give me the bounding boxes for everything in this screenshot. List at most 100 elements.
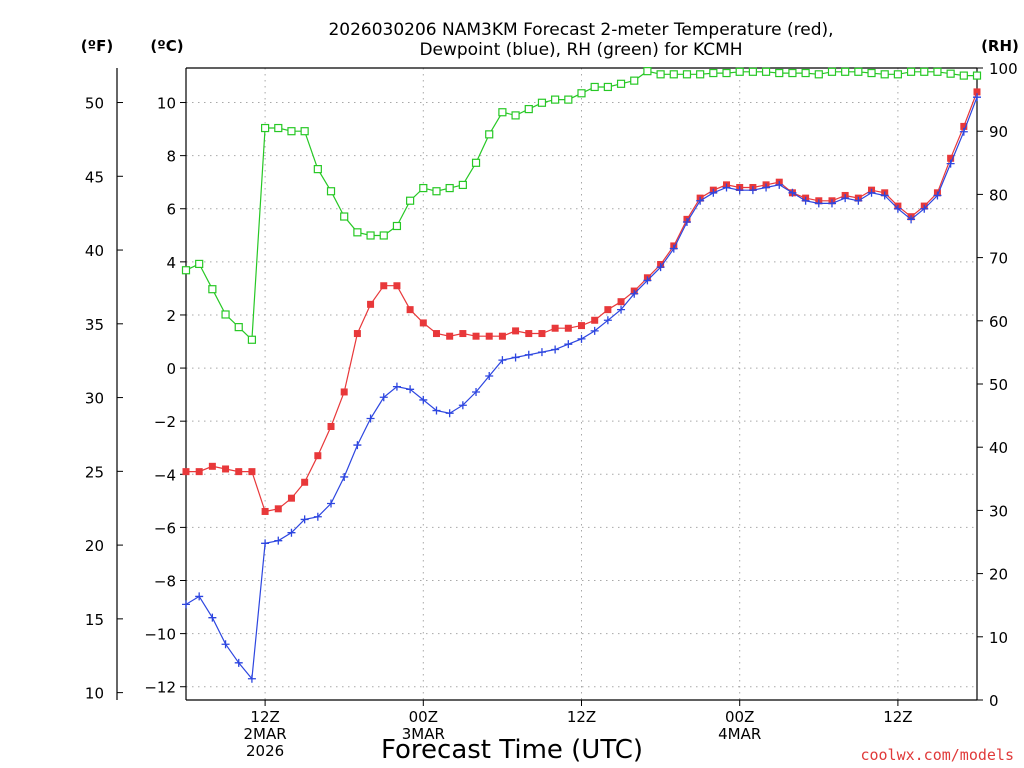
temperature-point bbox=[287, 494, 295, 502]
temperature-point bbox=[432, 330, 440, 338]
dewpoint-point bbox=[511, 353, 520, 362]
dewpoint-point bbox=[524, 350, 533, 359]
rh-point bbox=[722, 68, 731, 78]
dewpoint-point bbox=[300, 515, 309, 524]
dewpoint-point bbox=[221, 640, 230, 649]
dewpoint-point bbox=[366, 414, 375, 423]
dewpoint-point bbox=[406, 385, 415, 394]
temperature-point bbox=[353, 330, 361, 338]
celsius-tick-label: −8 bbox=[154, 573, 176, 591]
temperature-point bbox=[248, 468, 256, 476]
rh-point bbox=[959, 71, 968, 80]
dewpoint-point bbox=[748, 186, 757, 195]
dewpoint-point bbox=[419, 395, 428, 404]
rh-tick-label: 20 bbox=[989, 566, 1008, 584]
dewpoint-point bbox=[458, 401, 467, 410]
dewpoint-point bbox=[195, 592, 204, 601]
temperature-point bbox=[512, 327, 520, 335]
temperature-point bbox=[498, 332, 506, 340]
rh-point bbox=[867, 68, 876, 78]
rh-point bbox=[577, 89, 586, 98]
temperature-point bbox=[578, 322, 585, 330]
rh-point bbox=[603, 82, 612, 92]
dewpoint-point bbox=[814, 199, 823, 208]
rh-point bbox=[880, 70, 889, 79]
rh-point bbox=[432, 187, 441, 196]
x-tick-label: 12Z bbox=[250, 708, 279, 726]
rh-point bbox=[458, 180, 467, 190]
rh-tick-label: 0 bbox=[989, 692, 999, 710]
dewpoint-point bbox=[432, 406, 441, 415]
temperature-point bbox=[604, 306, 612, 314]
rh-point bbox=[392, 221, 402, 231]
fahrenheit-tick-label: 20 bbox=[85, 537, 104, 555]
rh-point bbox=[669, 70, 678, 79]
dewpoint-point bbox=[313, 512, 322, 521]
celsius-tick-label: 4 bbox=[166, 254, 176, 272]
celsius-tick-label: 0 bbox=[166, 360, 176, 378]
rh-point bbox=[287, 127, 296, 136]
chart-title-line-1: 2026030206 NAM3KM Forecast 2-meter Tempe… bbox=[328, 20, 833, 40]
fahrenheit-tick-label: 15 bbox=[85, 611, 104, 629]
dewpoint-point bbox=[247, 674, 256, 683]
rh-point bbox=[379, 231, 388, 240]
rh-point bbox=[551, 95, 560, 104]
temperature-point bbox=[274, 505, 282, 513]
rh-point bbox=[906, 67, 916, 76]
rh-point bbox=[313, 165, 322, 174]
rh-point bbox=[801, 68, 810, 78]
x-tick-label: 12Z bbox=[567, 708, 596, 726]
rh-point bbox=[616, 79, 626, 88]
dewpoint-point bbox=[775, 180, 784, 189]
temperature-point bbox=[406, 306, 414, 314]
rh-point bbox=[827, 67, 837, 76]
temperature-point bbox=[327, 422, 335, 430]
rh-point bbox=[261, 123, 270, 133]
dewpoint-point bbox=[485, 372, 494, 381]
rh-point bbox=[498, 108, 507, 117]
rh-point bbox=[366, 231, 375, 240]
fahrenheit-tick-label: 25 bbox=[85, 463, 104, 481]
rh-tick-label: 30 bbox=[989, 502, 1008, 520]
temperature-point bbox=[538, 330, 546, 338]
rh-point bbox=[735, 67, 744, 76]
dewpoint-point bbox=[564, 340, 573, 349]
chart-title-line-2: Dewpoint (blue), RH (green) for KCMH bbox=[419, 40, 742, 60]
rh-tick-label: 80 bbox=[989, 186, 1008, 204]
dewpoint-point bbox=[762, 183, 771, 192]
rh-point bbox=[419, 183, 428, 193]
dewpoint-point bbox=[669, 244, 678, 253]
dewpoint-point bbox=[880, 191, 889, 200]
dewpoint-point bbox=[617, 305, 626, 314]
dewpoint-point bbox=[445, 409, 454, 418]
dewpoint-point bbox=[920, 204, 929, 213]
fahrenheit-unit-label: (ºF) bbox=[81, 37, 113, 55]
dewpoint-point bbox=[893, 204, 902, 213]
dewpoint-point bbox=[630, 289, 639, 298]
rh-point bbox=[972, 71, 982, 80]
celsius-tick-label: 8 bbox=[166, 148, 176, 166]
dewpoint-point bbox=[709, 188, 718, 197]
temperature-point bbox=[235, 468, 243, 476]
temperature-point bbox=[459, 330, 467, 338]
temperature-point bbox=[367, 300, 375, 308]
temperature-point bbox=[591, 316, 599, 324]
rh-point bbox=[748, 67, 757, 76]
dewpoint-point bbox=[327, 499, 336, 508]
dewpoint-point bbox=[392, 382, 401, 391]
celsius-tick-label: −12 bbox=[144, 679, 176, 697]
temperature-point bbox=[222, 465, 230, 473]
dewpoint-point bbox=[841, 194, 850, 203]
x-tick-label: 12Z bbox=[883, 708, 912, 726]
rh-tick-label: 10 bbox=[989, 629, 1008, 647]
celsius-tick-label: −4 bbox=[154, 466, 176, 484]
rh-point bbox=[406, 196, 415, 205]
rh-point bbox=[656, 70, 665, 79]
data-series bbox=[181, 67, 982, 683]
rh-tick-label: 40 bbox=[989, 439, 1008, 457]
celsius-tick-label: −2 bbox=[154, 413, 176, 431]
celsius-tick-label: −6 bbox=[154, 519, 176, 537]
dewpoint-point bbox=[735, 186, 744, 195]
